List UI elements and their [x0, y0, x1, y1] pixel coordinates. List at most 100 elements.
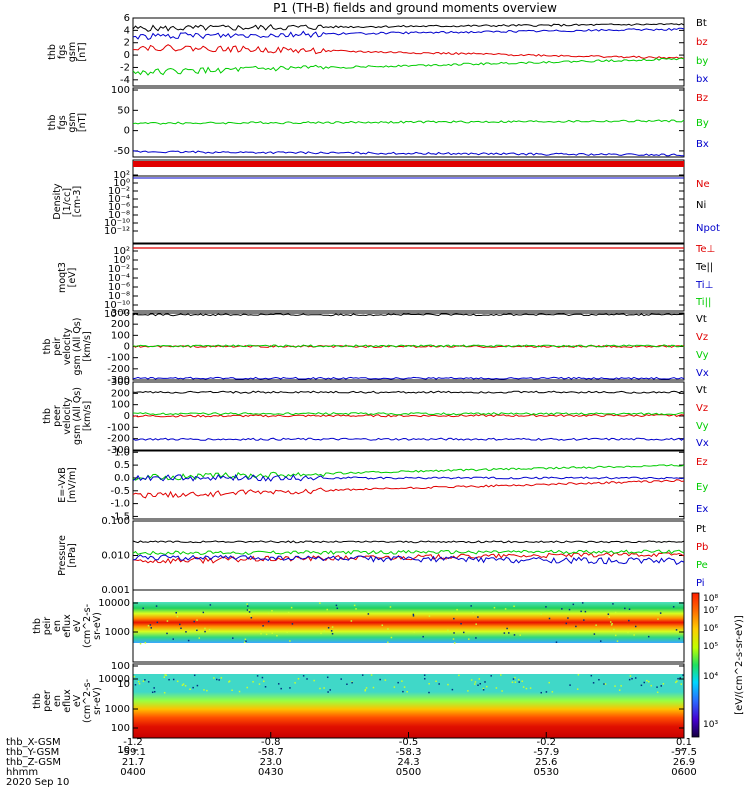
spectrogram-pixel	[599, 640, 602, 642]
ytick-2-0: 10²	[113, 170, 130, 181]
spectrogram-pixel	[276, 634, 278, 637]
series-7-Pi	[132, 554, 685, 565]
colorbar-tick-1: 10⁷	[703, 606, 718, 616]
ytick-8-0: 10000	[98, 598, 130, 609]
spectrogram-pixel	[176, 680, 179, 683]
series-1-Bx	[132, 150, 684, 157]
spectrogram-pixel	[147, 681, 150, 683]
spectrogram-pixel	[614, 685, 616, 687]
spectrogram-pixel	[608, 616, 610, 618]
spectrogram-pixel	[144, 679, 146, 681]
ytick-8-2: 100	[111, 661, 130, 672]
series-4-Vx	[132, 376, 685, 380]
spectrogram-pixel	[151, 691, 154, 694]
spectrogram-pixel	[604, 683, 607, 685]
ylabel-0-0: thb	[47, 44, 58, 60]
legend-3-2: Ti⊥	[695, 280, 713, 291]
spectrogram-pixel	[387, 628, 389, 630]
spectrogram-pixel	[336, 607, 339, 610]
legend-3-0: Te⊥	[695, 244, 715, 255]
spectrogram-pixel	[501, 690, 503, 692]
ytick-0-5: -4	[120, 75, 130, 86]
ytick-2-6: 10⁻¹⁰	[104, 218, 130, 229]
spectrogram-pixel	[384, 679, 387, 681]
spectrogram-pixel	[350, 620, 353, 622]
footer-x-4: 0.1	[676, 737, 692, 748]
spectrogram-pixel	[153, 687, 155, 689]
spectrogram-pixel	[208, 628, 211, 631]
spectrogram-pixel	[286, 631, 288, 634]
spectrogram-pixel	[568, 608, 571, 611]
ylabel-4-1: peir	[52, 337, 63, 356]
spectrogram-pixel	[620, 685, 622, 687]
colorbar-tick-5: 10³	[703, 720, 718, 730]
spectrogram-pixel	[640, 684, 643, 687]
legend-2-0: Ne	[696, 179, 710, 190]
spectrogram-pixel	[142, 607, 144, 610]
series-5-Vx	[132, 437, 685, 441]
spectrogram-pixel	[475, 637, 477, 639]
spectrogram-pixel	[545, 691, 548, 693]
ylabel-4-4: [km/s]	[82, 331, 93, 361]
spectrogram-pixel	[193, 674, 196, 677]
spectrogram-pixel	[179, 623, 181, 626]
spectrogram-pixel	[406, 690, 408, 693]
ylabel-1-0: thb	[47, 115, 58, 131]
spectrogram-pixel	[215, 678, 218, 681]
spectrogram-pixel	[647, 680, 650, 683]
spectrogram-pixel	[504, 608, 507, 610]
ylabel-0-3: [nT]	[77, 42, 88, 61]
colorbar-gradient	[691, 592, 700, 738]
spectrogram-pixel	[330, 630, 333, 632]
spectrogram-pixel	[646, 679, 648, 682]
spectrogram-pixel	[522, 686, 525, 688]
colorbar-tick-0: 10⁸	[703, 594, 718, 604]
spectrogram-pixel	[624, 607, 626, 610]
ytick-5-1: 200	[111, 388, 130, 399]
spectrogram-pixel	[677, 677, 679, 680]
ytick-9-0: 10000	[98, 674, 130, 685]
spectrogram-pixel	[248, 611, 251, 613]
spectrogram-pixel	[250, 615, 252, 617]
legend-0-0: Bt	[696, 18, 707, 29]
ylabel-2-2: [cm-3]	[72, 186, 83, 217]
ytick-2-2: 10⁻²	[108, 186, 130, 197]
spectrogram-pixel	[614, 634, 617, 637]
spectrogram-pixel	[590, 674, 593, 677]
spectrogram-pixel	[326, 608, 328, 611]
spectrogram-pixel	[335, 604, 338, 607]
spectrogram-pixel	[290, 606, 293, 609]
ylabel-7-1: [nPa]	[67, 543, 78, 568]
spectrogram-pixel	[548, 681, 550, 684]
legend-4-2: Vy	[696, 350, 709, 361]
legend-7-1: Pb	[696, 542, 708, 553]
spectrogram-pixel	[662, 683, 665, 685]
spectrogram-pixel	[353, 604, 356, 607]
footer-x-3: -0.2	[536, 737, 556, 748]
spectrogram-pixel	[435, 680, 437, 683]
spectrogram-pixel	[265, 633, 268, 636]
legend-5-3: Vx	[696, 438, 709, 449]
spectrogram-pixel	[678, 637, 680, 640]
ytick-2-5: 10⁻⁸	[108, 210, 130, 221]
spectrogram-pixel	[584, 610, 587, 613]
spectrogram-pixel	[267, 620, 270, 623]
spectrogram-pixel	[647, 635, 650, 638]
spectrogram-pixel	[519, 634, 521, 636]
series-7-Pt	[132, 540, 685, 544]
panel-5: thb peer velocity gsm (All Qs) [km/s]3002001…	[42, 377, 709, 456]
ytick-4-4: -100	[107, 353, 130, 364]
spectrogram-pixel	[313, 679, 315, 682]
ytick-3-3: 10⁻⁴	[108, 273, 130, 284]
spectrogram-pixel	[196, 684, 199, 687]
ylabel-4-2: velocity	[62, 328, 73, 366]
footer-row-hhmm: hhmm	[6, 767, 38, 778]
spectrogram-pixel	[540, 691, 543, 694]
spectrogram-pixel	[361, 674, 364, 676]
spectrogram-pixel	[428, 691, 430, 694]
ytick-2-1: 10⁰	[113, 178, 130, 189]
spectrogram-pixel	[271, 632, 273, 634]
ylabel-9-6: sr-eV)	[92, 687, 103, 715]
ylabel-6-1: [mV/m]	[67, 467, 78, 503]
spectrogram-pixel	[138, 682, 141, 685]
